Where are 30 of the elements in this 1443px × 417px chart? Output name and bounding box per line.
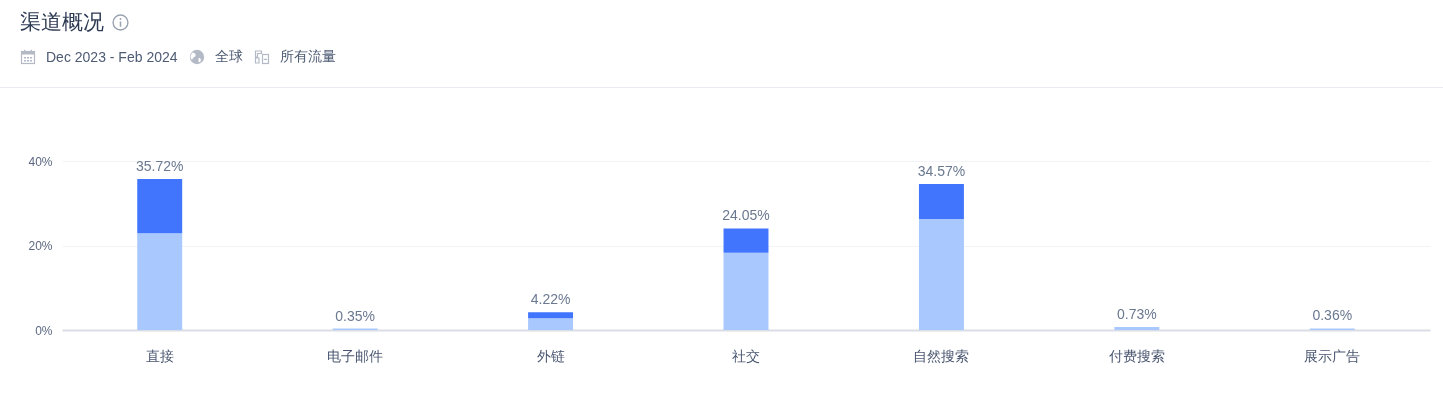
bar [137,233,183,330]
x-tick-label: 外链 [536,347,565,364]
total-label: 0.36% [1312,307,1353,324]
total-label: 34.57% [917,162,966,179]
x-tick-label: 直接 [145,347,174,364]
bar [723,252,769,330]
bar [137,179,183,234]
x-tick-label: 自然搜索 [913,347,970,364]
bar [528,312,574,319]
x-tick-label: 付费搜索 [1107,347,1165,364]
bar [1114,326,1160,330]
x-tick-label: 展示广告 [1304,347,1361,364]
bar [723,228,769,253]
total-label: 0.73% [1117,305,1157,322]
bar [918,218,964,330]
total-label: 4.22% [530,291,571,308]
y-tick-label: 40% [28,154,53,169]
total-label: 0.35% [335,307,375,324]
y-tick-label: 20% [28,239,53,253]
x-tick-label: 社交 [732,347,760,364]
total-label: 24.05% [722,207,770,224]
chart-subtitle: Dec 2023 - Feb 2024 [46,49,178,65]
x-tick-label: 电子邮件 [327,347,384,364]
bar [918,183,964,219]
bar [528,318,574,330]
total-label: 35.72% [135,158,184,175]
text: 全球 [214,48,243,66]
text: 所有流量 [279,48,336,66]
y-tick-label: 0% [35,323,53,338]
chart-title: 渠道概况 [20,9,104,35]
